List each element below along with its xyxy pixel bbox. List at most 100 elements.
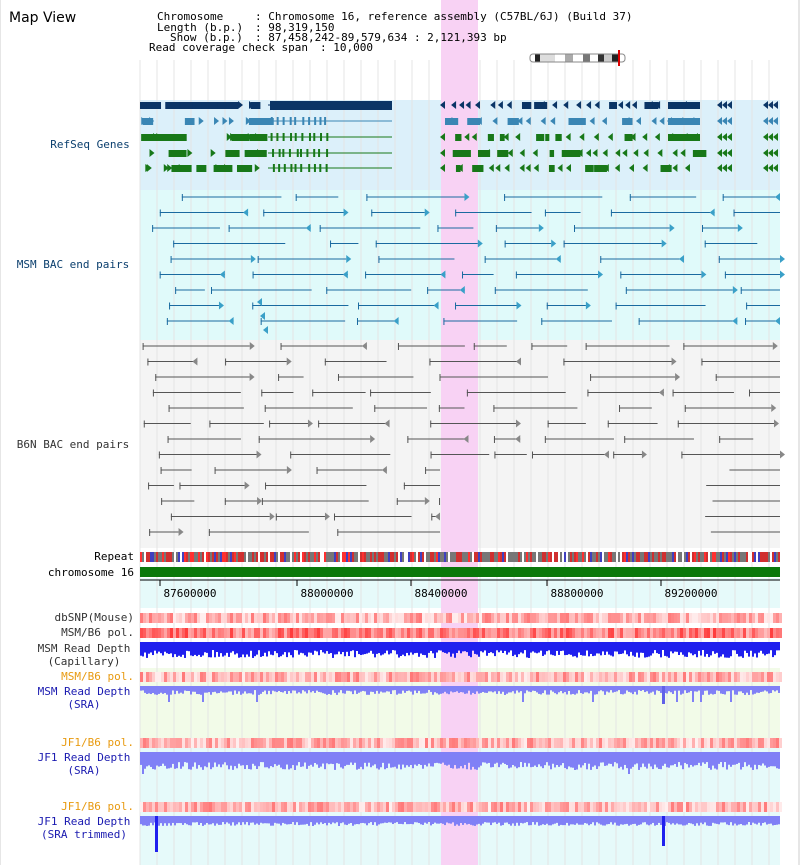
- jf1-b6-pol-2-heat: [338, 802, 341, 812]
- jf1-depth-sra-bar: [528, 752, 530, 764]
- msm-depth-capillary-bar: [144, 642, 146, 653]
- jf1-b6-pol-heat: [212, 738, 215, 748]
- jf1-depth-sra-bar: [370, 752, 372, 768]
- jf1-depth-trimmed-bar: [658, 816, 660, 823]
- msm-depth-sra-bar: [626, 686, 628, 691]
- jf1-depth-trimmed-bar: [300, 816, 302, 825]
- repeat-mark: [440, 552, 442, 562]
- jf1-depth-sra-bar: [746, 752, 748, 767]
- msm-b6-pol-heat: [362, 628, 365, 638]
- jf1-depth-sra-bar: [190, 752, 192, 770]
- repeat-mark: [162, 552, 164, 562]
- jf1-b6-pol-heat: [368, 738, 371, 748]
- jf1-depth-trimmed-bar: [246, 816, 248, 823]
- jf1-depth-sra-bar: [306, 752, 308, 769]
- dbsnp-heat: [611, 613, 614, 623]
- jf1-b6-pol-2-heat: [587, 802, 590, 812]
- jf1-b6-pol-heat: [671, 738, 674, 748]
- msm-depth-sra-bar: [588, 686, 590, 694]
- msm-b6-pol-2-heat: [329, 672, 332, 682]
- repeat-mark: [630, 552, 632, 562]
- repeat-mark: [640, 552, 642, 562]
- bac-pair-end: [257, 256, 259, 263]
- jf1-depth-sra-bar: [588, 752, 590, 764]
- msm-depth-sra-bar: [232, 686, 234, 695]
- dbsnp-heat: [605, 613, 608, 623]
- msm-depth-sra-bar: [222, 686, 224, 693]
- dbsnp-heat: [491, 613, 494, 623]
- jf1-b6-pol-2-heat: [671, 802, 674, 812]
- jf1-depth-trimmed-bar: [616, 816, 618, 826]
- msm-depth-sra-bar: [440, 686, 442, 694]
- gene-arrow: [763, 164, 768, 172]
- jf1-depth-sra-bar: [422, 752, 424, 769]
- gene-block: [236, 165, 253, 172]
- repeat-mark: [468, 552, 470, 562]
- b6n-pair-end: [264, 405, 266, 412]
- dbsnp-heat: [734, 613, 737, 623]
- jf1-depth-sra-bar: [658, 752, 660, 770]
- gene-block: [455, 165, 461, 172]
- jf1-b6-pol-heat: [413, 738, 416, 748]
- jf1-depth-trimmed-bar: [166, 816, 168, 826]
- msm-depth-capillary-bar: [266, 642, 268, 657]
- jf1-b6-pol-2-heat: [281, 802, 284, 812]
- chromosome-key: Chromosome: [157, 10, 224, 23]
- jf1-b6-pol-2-heat: [308, 802, 311, 812]
- gene-arrow: [238, 101, 244, 109]
- repeat-mark: [592, 552, 594, 562]
- gene-arrow: [457, 164, 463, 172]
- jf1-b6-pol-2-heat: [656, 802, 659, 812]
- repeat-mark: [578, 552, 580, 562]
- repeat-mark: [220, 552, 222, 562]
- repeat-mark: [626, 552, 628, 562]
- jf1-depth-sra-bar: [496, 752, 498, 763]
- msm-b6-pol-2-heat: [746, 672, 749, 682]
- jf1-b6-pol-heat: [248, 738, 251, 748]
- jf1-depth-sra-bar: [552, 752, 554, 764]
- gene-arrow: [475, 101, 481, 109]
- jf1-depth-trimmed-bar: [312, 816, 314, 826]
- b6n-pair-end: [719, 436, 721, 443]
- repeat-mark: [754, 552, 756, 562]
- msm-b6-pol-2-heat: [140, 672, 143, 682]
- repeat-mark: [230, 552, 232, 562]
- dbsnp-heat: [158, 613, 161, 623]
- msm-depth-capillary-bar: [264, 642, 266, 653]
- jf1-depth-sra-bar: [398, 752, 400, 765]
- repeat-mark: [292, 552, 294, 562]
- msm-b6-pol-heat: [461, 628, 464, 638]
- jf1-depth-trimmed-bar: [698, 816, 700, 826]
- repeat-mark: [508, 552, 510, 562]
- msm-depth-sra-bar: [312, 686, 314, 692]
- jf1-depth-trimmed-bar: [630, 816, 632, 825]
- gene-arrow: [563, 101, 569, 109]
- msm-depth-sra-bar: [762, 686, 764, 692]
- jf1-b6-pol-heat: [512, 738, 515, 748]
- dbsnp-heat: [227, 613, 230, 623]
- jf1-b6-pol-heat: [257, 738, 260, 748]
- jf1-depth-sra-bar: [186, 752, 188, 763]
- msm-depth-sra-bar: [356, 686, 358, 694]
- dbsnp-heat: [572, 613, 575, 623]
- msm-depth-capillary-bar: [694, 642, 696, 655]
- dbsnp-heat: [545, 613, 548, 623]
- msm-depth-capillary-bar: [484, 642, 486, 651]
- msm-b6-pol-heat: [617, 628, 620, 638]
- msm-b6-pol-2-heat: [212, 672, 215, 682]
- jf1-b6-pol-2-heat: [647, 802, 650, 812]
- msm-depth-capillary-bar: [580, 642, 582, 656]
- dbsnp-heat: [278, 613, 281, 623]
- gene-arrow: [488, 164, 494, 172]
- jf1-depth-trimmed-bar: [754, 816, 756, 824]
- jf1-b6-pol-2-heat: [707, 802, 710, 812]
- jf1-depth-trimmed-bar: [420, 816, 422, 825]
- gene-arrow: [643, 149, 649, 157]
- jf1-b6-pol-2-heat: [737, 802, 740, 812]
- dbsnp-heat: [599, 613, 602, 623]
- repeat-mark: [744, 552, 746, 562]
- msm-b6-pol-2-heat: [215, 672, 218, 682]
- jf1-depth-trimmed-bar: [498, 816, 500, 823]
- jf1-depth-trimmed-bar: [238, 816, 240, 823]
